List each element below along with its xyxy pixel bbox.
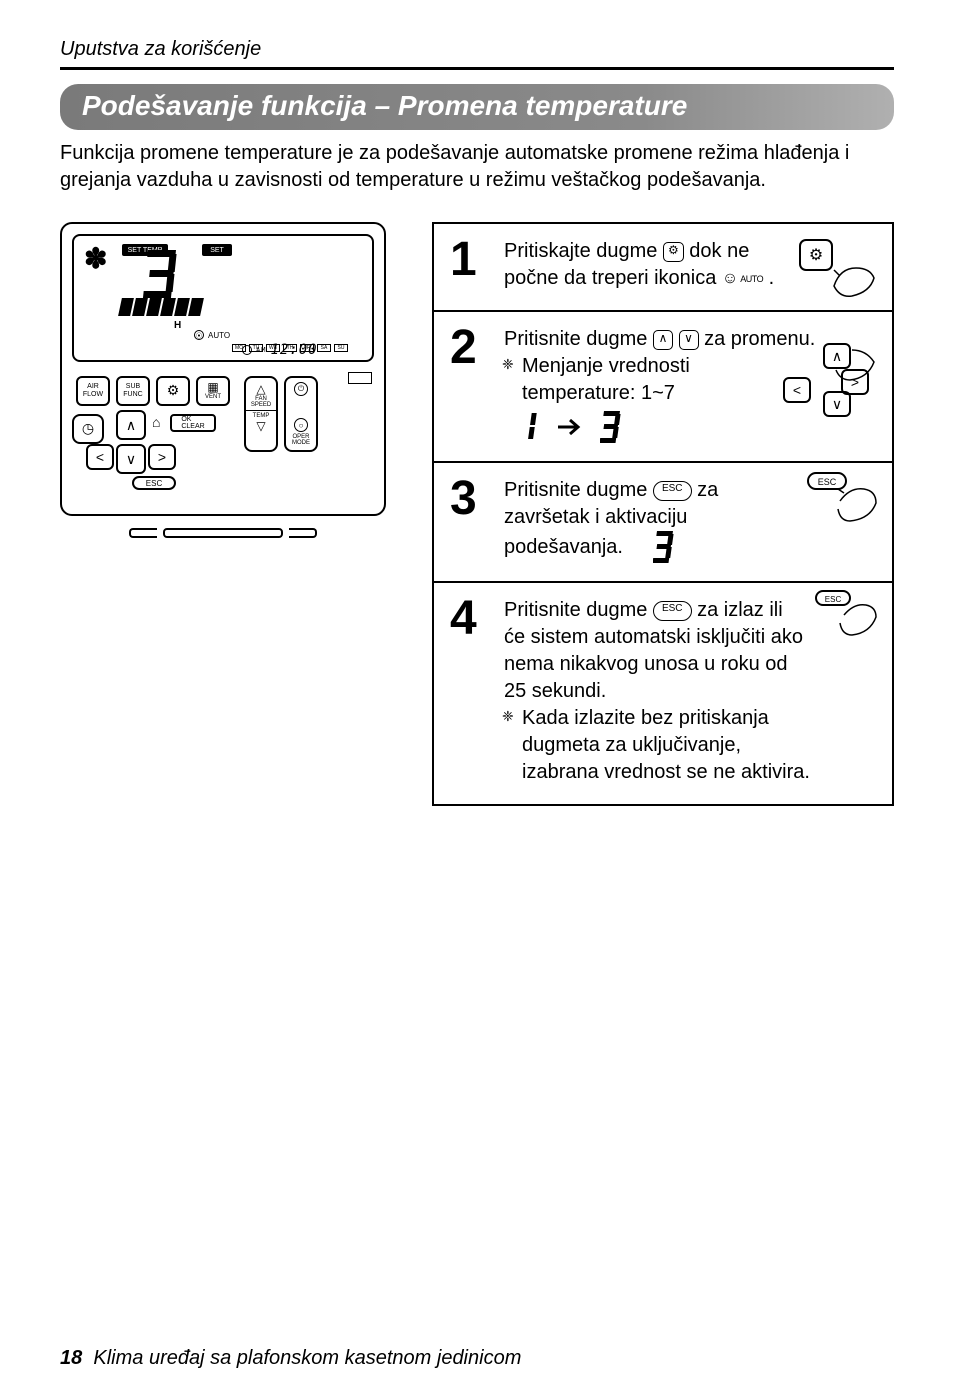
seg-digit-3b [653,531,677,563]
step-1-text-c: počne da treperi ikonica [504,267,722,289]
step-4: 4 Pritisnite dugme ESC za izlaz ili će s… [434,583,892,804]
step-3-text-a: Pritisnite dugme [504,479,653,501]
step-1-number: 1 [450,238,488,292]
esc-button[interactable]: ESC [132,476,176,490]
svg-text:ESC: ESC [818,477,837,487]
ok-clear-button[interactable]: OK CLEAR [170,414,216,432]
temp-up-down-group[interactable]: △ FAN SPEED TEMP ▽ [244,376,278,452]
page-footer: 18 Klima uređaj sa plafonskom kasetnom j… [60,1347,521,1370]
hand-press-esc-illustration-2: ESC [814,589,878,645]
svg-text:ESC: ESC [825,595,842,604]
hand-press-esc-illustration: ESC [806,471,878,531]
up-inline-icon: ∧ [653,330,673,350]
seg-digit-3 [600,411,624,443]
clock-button[interactable]: ◷ [72,414,104,444]
power-icon: ⏻ [294,382,308,396]
remote-display: ✽ SET TEMP SET [72,234,374,362]
snowflake-icon: ✽ [84,242,107,275]
header-rule [60,67,894,70]
esc-inline-icon-2: ESC [653,601,692,621]
step-3-text-b: za [697,479,718,501]
bar-segment-icon [120,298,202,316]
step-1-text-b: dok ne [689,240,749,262]
intro-paragraph: Funkcija promene temperature je za podeš… [60,140,894,194]
svg-text:∧: ∧ [832,348,842,364]
auto-label-row: ⦿AUTO [194,330,230,340]
house-icon: ⌂ [152,414,160,430]
step-2-text-a: Pritisnite dugme [504,328,653,350]
person-auto-icon: ☺AUTO [722,268,763,290]
step-3-line3: podešavanja. [504,534,623,561]
small-rect-icon [348,372,372,384]
up-button[interactable]: ∧ [116,410,146,440]
clock-icon: ◷ [82,421,94,436]
step-2-number: 2 [450,326,488,443]
svg-text:<: < [793,382,801,398]
arrow-right-icon [556,417,586,437]
time-display: AM 12:00 [242,342,318,358]
seg-digit-1 [522,411,542,443]
hand-press-gear-illustration: ⚙ [798,238,878,304]
gear-icon: ⚙ [167,383,180,398]
vent-icon: ▦ [207,381,218,394]
step-2: 2 Pritisnite dugme ∧ ∨ za promenu. Menja… [434,312,892,463]
section-header-label: Uputstva za korišćenje [60,38,894,61]
power-oper-group[interactable]: ⏻ ○ OPER MODE [284,376,318,452]
step-1-text-a: Pritiskajte dugme [504,240,663,262]
footer-doc-title: Klima uređaj sa plafonskom kasetnom jedi… [93,1347,521,1369]
remote-button-grid: AIR FLOW SUB FUNC ⚙ ▦VENT △ FAN SPEED TE… [72,372,374,500]
svg-text:∨: ∨ [832,396,842,412]
air-flow-button[interactable]: AIR FLOW [76,376,110,406]
remote-handle [60,528,386,538]
page-number: 18 [60,1347,82,1369]
esc-inline-icon: ESC [653,481,692,501]
left-button[interactable]: < [86,444,114,470]
step-4-line3: nema nikakvog unosa u roku od [504,651,876,678]
step-1-text-d: . [769,267,775,289]
step-4-sub1: Kada izlazite bez pritiskanja [504,705,876,732]
display-digit [140,250,184,303]
step-4-text-a: Pritisnite dugme [504,599,653,621]
gear-button[interactable]: ⚙ [156,376,190,406]
set-badge: SET [202,244,232,256]
gear-inline-icon: ⚙ [663,242,684,262]
svg-text:>: > [851,374,859,390]
right-button[interactable]: > [148,444,176,470]
h-label: H [174,320,181,331]
remote-illustration: ✽ SET TEMP SET [60,222,386,806]
step-3: 3 Pritisnite dugme ESC za završetak i ak… [434,463,892,583]
step-4-sub2: dugmeta za uključivanje, [504,732,876,759]
down-inline-icon: ∨ [679,330,699,350]
down-button[interactable]: ∨ [116,444,146,474]
svg-text:⚙: ⚙ [809,247,823,264]
step-4-number: 4 [450,597,488,786]
step-1: 1 Pritiskajte dugme ⚙ dok ne počne da tr… [434,224,892,312]
step-4-text-b: za izlaz ili [697,599,783,621]
sub-func-button[interactable]: SUB FUNC [116,376,150,406]
step-4-sub3: izabrana vrednost se ne aktivira. [504,759,876,786]
hand-press-arrows-illustration: ∧ < ∨ > [782,342,878,422]
step-3-number: 3 [450,477,488,563]
step-4-line4: 25 sekundi. [504,678,876,705]
page-title: Podešavanje funkcija – Promena temperatu… [60,84,894,130]
vent-button[interactable]: ▦VENT [196,376,230,406]
steps-panel: 1 Pritiskajte dugme ⚙ dok ne počne da tr… [432,222,894,806]
